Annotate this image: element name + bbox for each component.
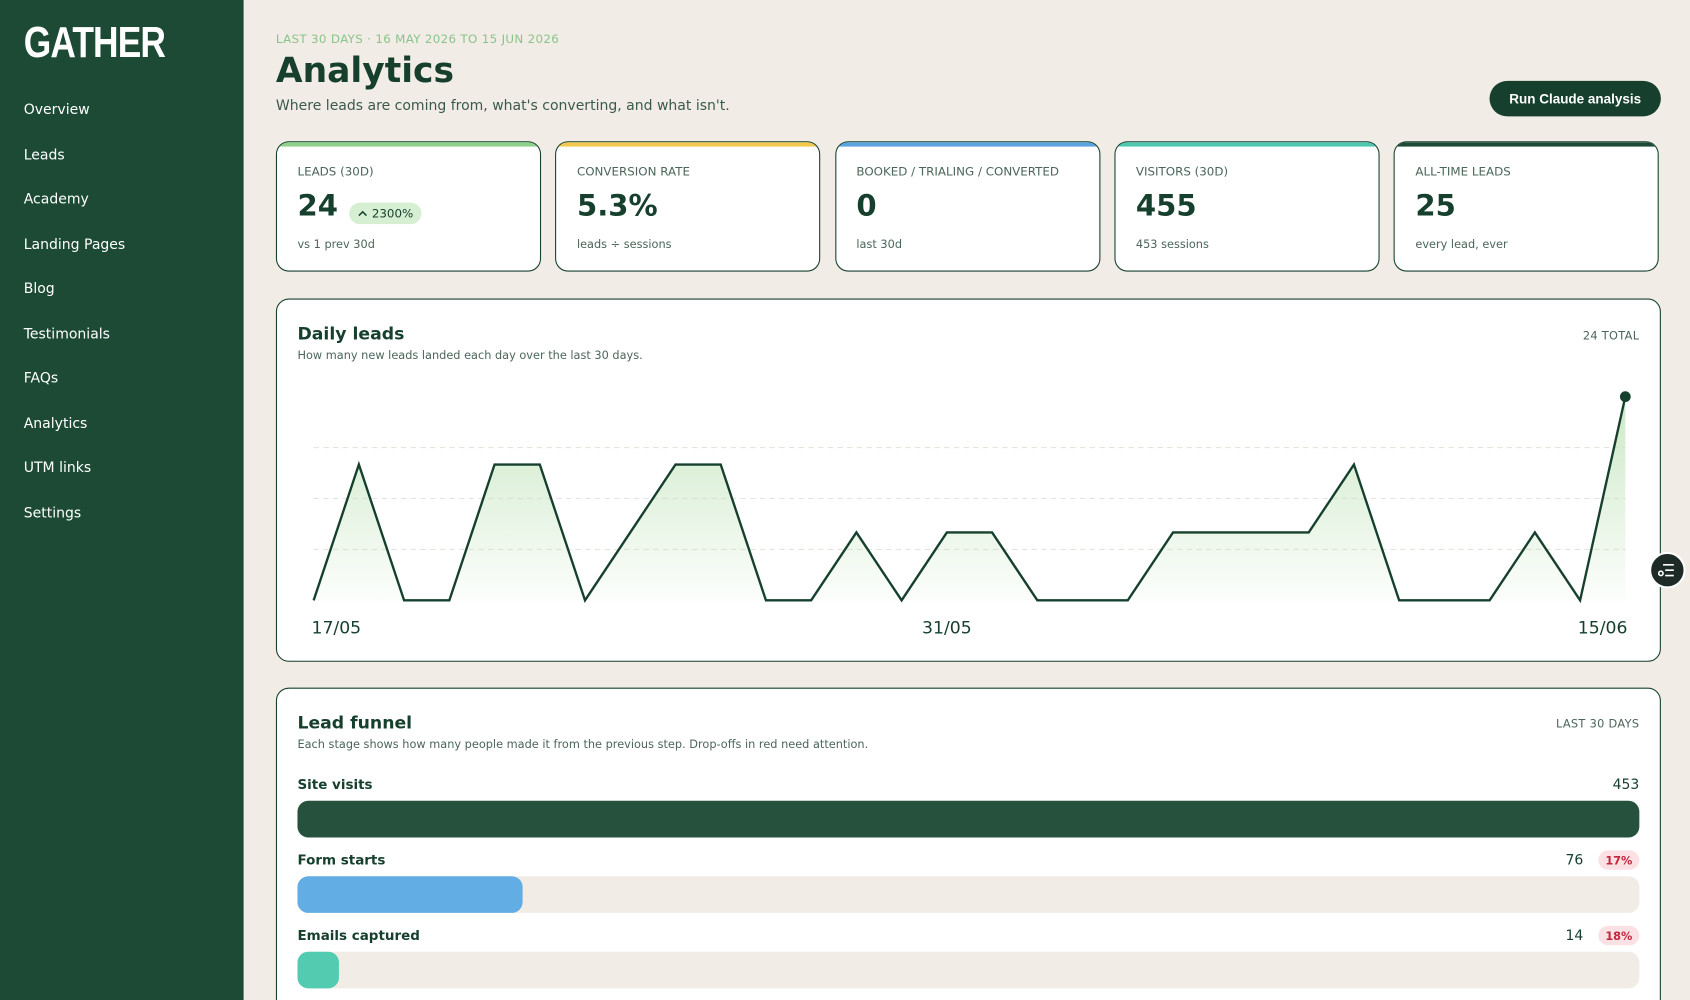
- nav-item[interactable]: Settings: [23, 504, 82, 522]
- kpi-badge: 2300%: [349, 202, 422, 225]
- card-subtitle: How many new leads landed each day over …: [297, 349, 643, 363]
- rate-badge: [1598, 850, 1640, 870]
- nav-item[interactable]: Leads: [23, 147, 65, 164]
- bar-track: [297, 951, 1640, 989]
- kpi-label: CONVERSION RATE: [576, 164, 690, 179]
- kpi-value: 24: [297, 189, 338, 224]
- rate-label: 18%: [1605, 930, 1632, 943]
- badge-text: 2300%: [371, 206, 414, 221]
- nav-item[interactable]: Academy: [23, 191, 89, 209]
- rate-badge: [1598, 925, 1640, 946]
- kpi-label: ALL-TIME LEADS: [1415, 164, 1511, 179]
- menu-icon: [1657, 563, 1674, 577]
- stage-value: 14: [1565, 928, 1583, 944]
- nav-item[interactable]: FAQs: [23, 370, 59, 387]
- kpi-card: VISITORS (30D) 455 453 sessions: [1114, 141, 1380, 272]
- stage-label: Emails captured: [297, 928, 419, 944]
- kpi-accent: [556, 142, 820, 147]
- stage-value: 453: [1613, 777, 1640, 793]
- rate-label: 17%: [1605, 854, 1632, 867]
- line-chart: 17/05 31/05 15/06: [311, 391, 1631, 639]
- lead-funnel-card: Lead funnel Each stage shows how many pe…: [275, 687, 1661, 1000]
- stage-value: 76: [1565, 852, 1583, 868]
- card-title: Lead funnel: [297, 712, 413, 733]
- kpi-sub: last 30d: [856, 238, 903, 252]
- kpi-card: ALL-TIME LEADS 25 every lead, ever: [1393, 141, 1659, 272]
- nav-item[interactable]: Landing Pages: [23, 236, 126, 253]
- run-analysis-button[interactable]: Run Claude analysis: [1489, 80, 1661, 117]
- up-arrow: [358, 210, 367, 216]
- nav-item[interactable]: Testimonials: [23, 326, 110, 343]
- kpi-value: 25: [1415, 189, 1456, 224]
- total-note: 24 TOTAL: [1582, 329, 1640, 343]
- kpi-value: 0: [856, 189, 877, 224]
- floating-menu-button[interactable]: [1649, 551, 1686, 589]
- kpi-sub: vs 1 prev 30d: [297, 238, 375, 252]
- funnel-bar: [297, 951, 339, 989]
- kpi-accent: [1394, 142, 1658, 147]
- last-point: [1619, 391, 1631, 403]
- x-tick-label: 17/05: [311, 619, 361, 639]
- kpi-label: VISITORS (30D): [1135, 164, 1229, 179]
- nav-item[interactable]: Analytics: [23, 415, 88, 432]
- kpi-card: LEADS (30D) 24 vs 1 prev 30d 2300%: [275, 141, 542, 272]
- page-subtitle: Where leads are coming from, what's conv…: [275, 98, 730, 115]
- nav-item[interactable]: Overview: [23, 102, 90, 119]
- sidebar: GATHER Overview Leads Academy Landing Pages…: [0, 0, 244, 1000]
- area-fill: [313, 396, 1626, 601]
- x-tick-label: 15/06: [1578, 619, 1628, 639]
- kpi-value: 5.3%: [576, 189, 658, 224]
- stage-label: Form starts: [297, 852, 385, 868]
- funnel-bar: [297, 876, 523, 913]
- card-subtitle: Each stage shows how many people made it…: [297, 738, 869, 752]
- kpi-card: BOOKED / TRIALING / CONVERTED 0 last 30d: [834, 141, 1100, 272]
- kpi-label: LEADS (30D): [297, 164, 374, 179]
- card-title: Daily leads: [297, 323, 405, 344]
- x-tick-label: 31/05: [922, 619, 972, 639]
- daily-leads-card: Daily leads How many new leads landed ea…: [275, 298, 1661, 662]
- nav-item[interactable]: Blog: [23, 281, 55, 298]
- kpi-sub: every lead, ever: [1415, 238, 1508, 252]
- line: [312, 396, 1627, 604]
- funnel-chart: Site visits 453 Form starts 76 17% Emails cap…: [297, 777, 1640, 989]
- kpi-card: CONVERSION RATE 5.3% leads ÷ sessions: [555, 141, 821, 272]
- period-note: LAST 30 DAYS: [1555, 717, 1640, 731]
- nav-item[interactable]: UTM links: [23, 460, 92, 477]
- kpi-accent: [1115, 142, 1379, 147]
- kpi-accent: [835, 142, 1099, 147]
- funnel-bar: [297, 800, 1640, 838]
- eyebrow: LAST 30 DAYS · 16 MAY 2026 TO 15 JUN 202…: [275, 32, 560, 47]
- stage-label: Site visits: [297, 777, 372, 793]
- bar-track: [297, 876, 1640, 913]
- page-title: Analytics: [275, 49, 455, 91]
- kpi-label: BOOKED / TRIALING / CONVERTED: [856, 164, 1060, 179]
- kpi-sub: 453 sessions: [1135, 238, 1209, 252]
- kpi-sub: leads ÷ sessions: [576, 238, 672, 252]
- kpi-accent: [276, 142, 540, 147]
- kpi-value: 455: [1135, 189, 1197, 224]
- brand-logo[interactable]: GATHER: [23, 19, 166, 67]
